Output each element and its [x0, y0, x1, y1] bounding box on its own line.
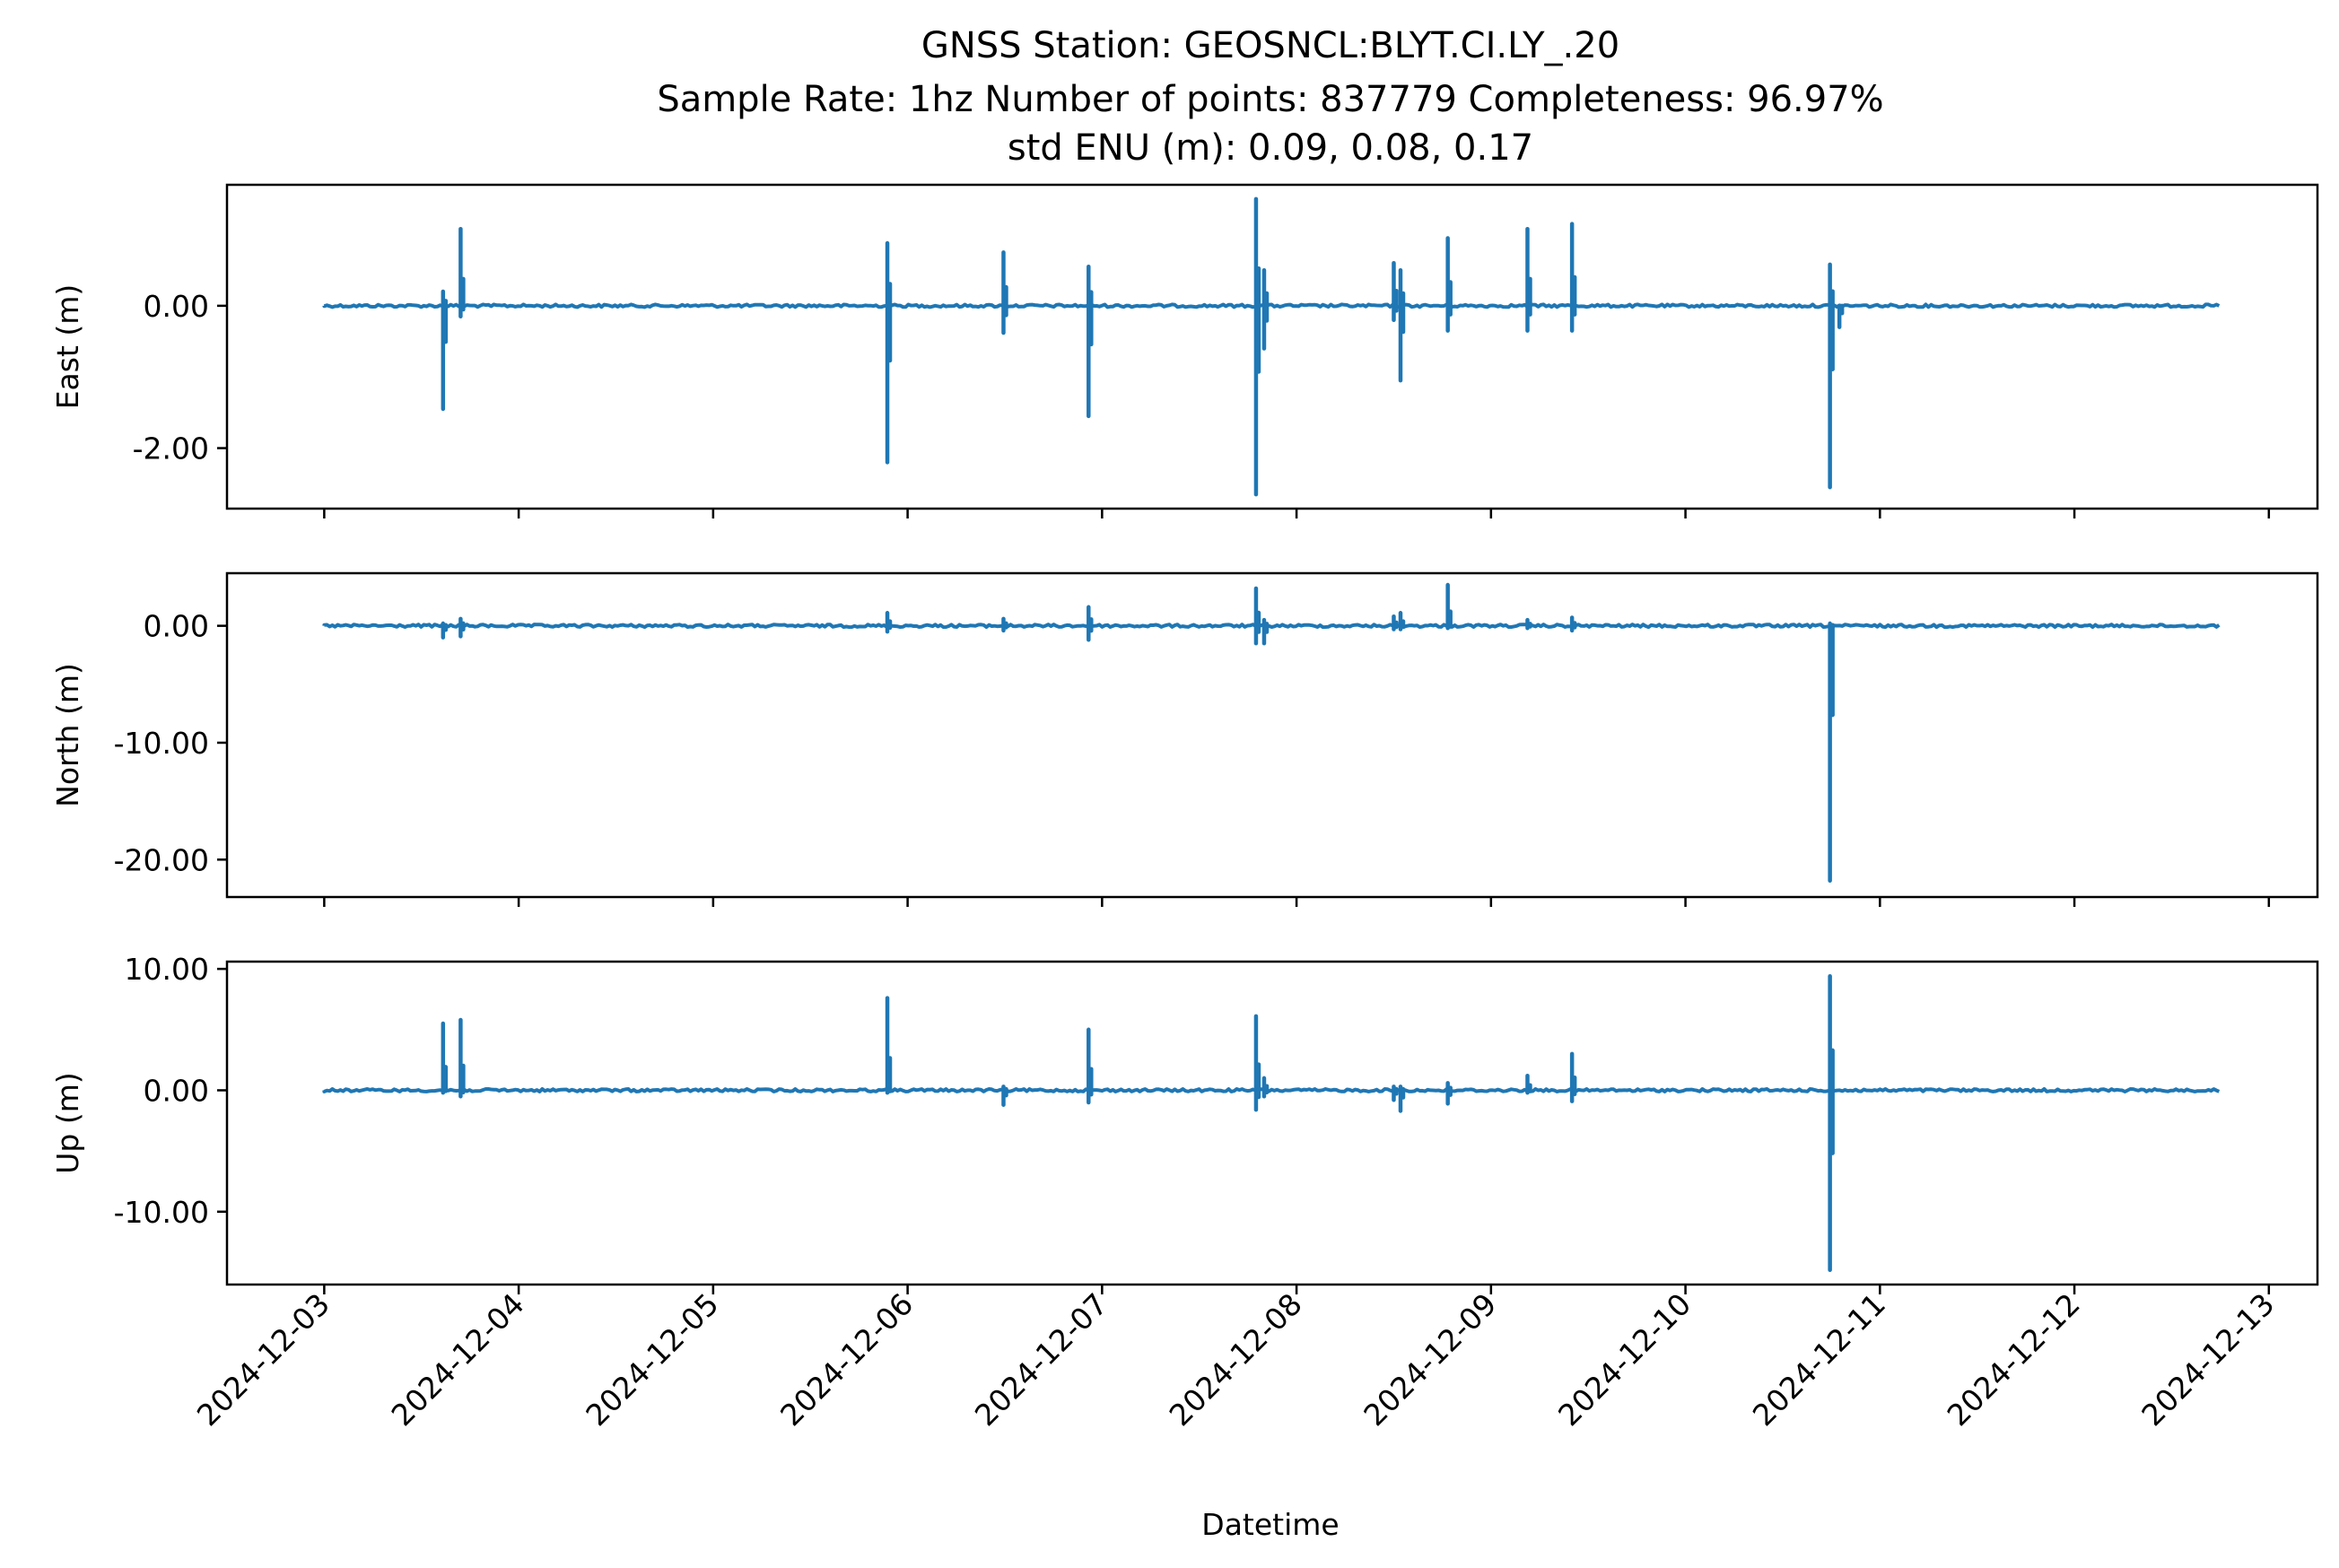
up-series-line	[322, 1087, 2221, 1093]
up-panel: 10.00 0.00 -10.00 Up (m)	[50, 952, 2319, 1294]
east-y-tick-label: -2.00	[133, 431, 209, 466]
up-y-tick-label: -10.00	[114, 1195, 209, 1230]
up-y-tick-label: 10.00	[125, 952, 209, 987]
up-axes-frame	[225, 960, 2319, 1286]
east-series-line	[322, 302, 2221, 309]
chart-title-line-1: GNSS Station: GEOSNCL:BLYT.CI.LY_.20	[921, 25, 1619, 66]
east-y-tick-label: 0.00	[144, 289, 209, 324]
east-panel: 0.00 -2.00 East (m)	[50, 183, 2319, 518]
north-series-line	[322, 623, 2221, 630]
north-y-axis-label: North (m)	[50, 663, 85, 807]
chart-title-line-3: std ENU (m): 0.09, 0.08, 0.17	[1008, 127, 1533, 169]
north-y-tick-label: 0.00	[144, 609, 209, 644]
north-y-tick-label: -20.00	[114, 842, 209, 877]
north-panel: 0.00 -10.00 -20.00 North (m)	[50, 571, 2319, 907]
north-y-tick-label: -10.00	[114, 726, 209, 761]
up-y-tick-label: 0.00	[144, 1073, 209, 1108]
x-axis-label: Datetime	[1201, 1507, 1339, 1542]
east-axes-frame	[225, 183, 2319, 510]
up-y-axis-label: Up (m)	[50, 1072, 85, 1174]
north-axes-frame	[225, 571, 2319, 899]
chart-title-line-2: Sample Rate: 1hz Number of points: 83777…	[657, 79, 1883, 120]
east-y-axis-label: East (m)	[50, 284, 85, 410]
